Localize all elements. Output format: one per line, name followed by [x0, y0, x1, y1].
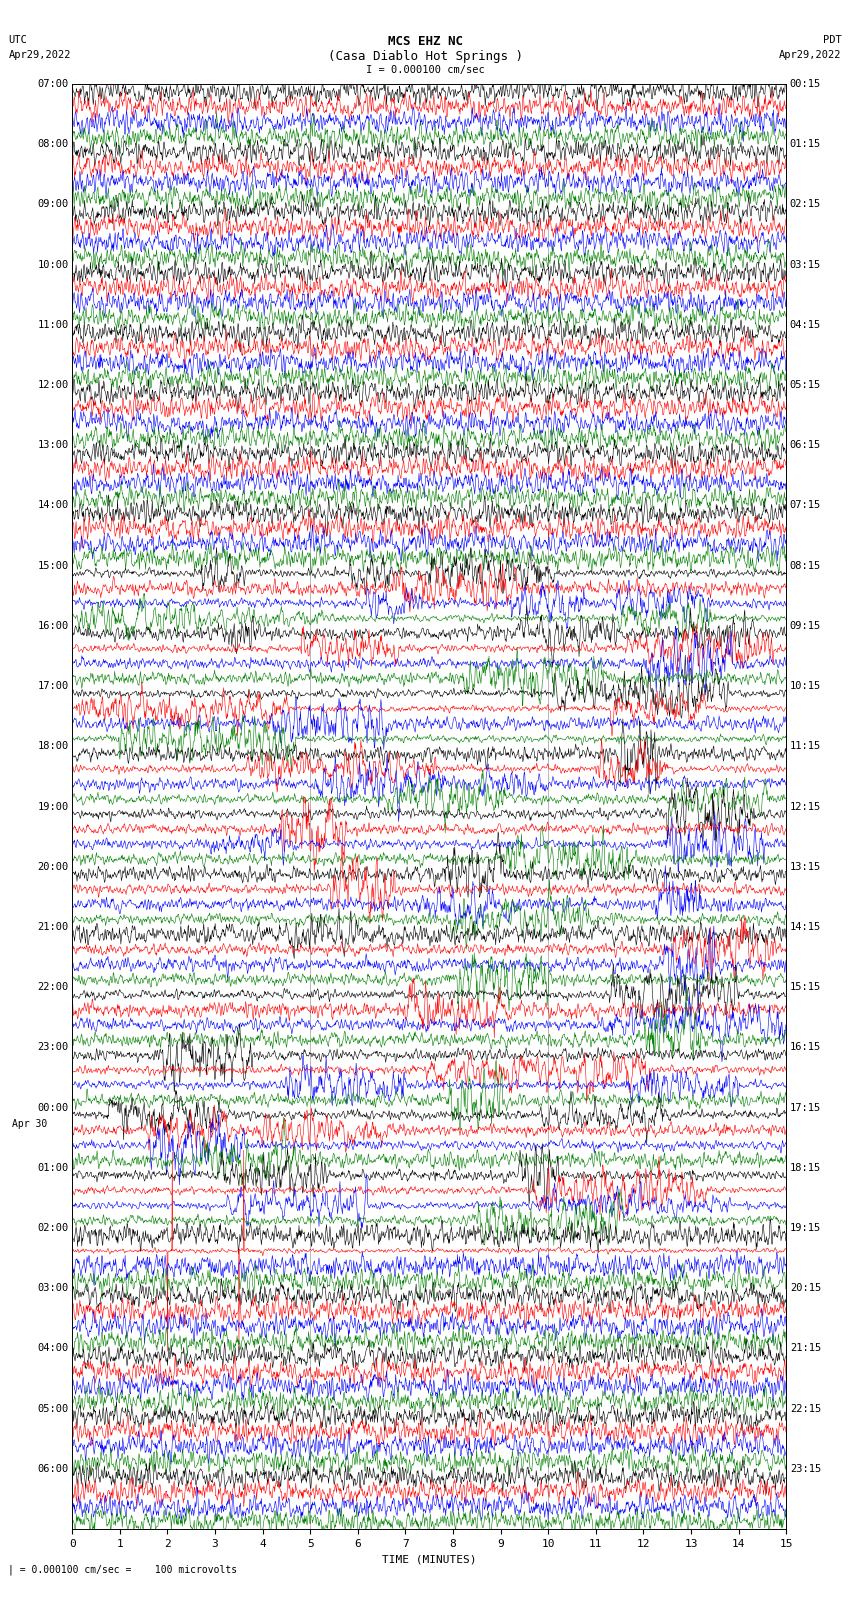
Text: 08:15: 08:15	[790, 561, 821, 571]
Text: Apr29,2022: Apr29,2022	[779, 50, 842, 60]
Text: 00:15: 00:15	[790, 79, 821, 89]
Text: | = 0.000100 cm/sec =    100 microvolts: | = 0.000100 cm/sec = 100 microvolts	[8, 1565, 238, 1576]
Text: 06:00: 06:00	[37, 1465, 69, 1474]
Text: 17:00: 17:00	[37, 681, 69, 690]
Text: 15:15: 15:15	[790, 982, 821, 992]
Text: 18:15: 18:15	[790, 1163, 821, 1173]
Text: 15:00: 15:00	[37, 561, 69, 571]
Text: 10:00: 10:00	[37, 260, 69, 269]
Text: 02:00: 02:00	[37, 1223, 69, 1232]
Text: 13:15: 13:15	[790, 861, 821, 871]
Text: 12:00: 12:00	[37, 381, 69, 390]
Text: 00:00: 00:00	[37, 1103, 69, 1113]
Text: 14:15: 14:15	[790, 923, 821, 932]
X-axis label: TIME (MINUTES): TIME (MINUTES)	[382, 1555, 477, 1565]
Text: 09:00: 09:00	[37, 200, 69, 210]
Text: PDT: PDT	[823, 35, 842, 45]
Text: 02:15: 02:15	[790, 200, 821, 210]
Text: 06:15: 06:15	[790, 440, 821, 450]
Text: 08:00: 08:00	[37, 139, 69, 148]
Text: 05:15: 05:15	[790, 381, 821, 390]
Text: 11:00: 11:00	[37, 319, 69, 329]
Text: 13:00: 13:00	[37, 440, 69, 450]
Text: 14:00: 14:00	[37, 500, 69, 510]
Text: UTC: UTC	[8, 35, 27, 45]
Text: 20:15: 20:15	[790, 1284, 821, 1294]
Text: 16:00: 16:00	[37, 621, 69, 631]
Text: 04:15: 04:15	[790, 319, 821, 329]
Text: MCS EHZ NC: MCS EHZ NC	[388, 35, 462, 48]
Text: 07:15: 07:15	[790, 500, 821, 510]
Text: 20:00: 20:00	[37, 861, 69, 871]
Text: 01:15: 01:15	[790, 139, 821, 148]
Text: 19:15: 19:15	[790, 1223, 821, 1232]
Text: Apr29,2022: Apr29,2022	[8, 50, 71, 60]
Text: 22:00: 22:00	[37, 982, 69, 992]
Text: I = 0.000100 cm/sec: I = 0.000100 cm/sec	[366, 65, 484, 74]
Text: 12:15: 12:15	[790, 802, 821, 811]
Text: 03:15: 03:15	[790, 260, 821, 269]
Text: 21:00: 21:00	[37, 923, 69, 932]
Text: 11:15: 11:15	[790, 742, 821, 752]
Text: 17:15: 17:15	[790, 1103, 821, 1113]
Text: 18:00: 18:00	[37, 742, 69, 752]
Text: 22:15: 22:15	[790, 1403, 821, 1413]
Text: (Casa Diablo Hot Springs ): (Casa Diablo Hot Springs )	[327, 50, 523, 63]
Text: 16:15: 16:15	[790, 1042, 821, 1052]
Text: 19:00: 19:00	[37, 802, 69, 811]
Text: 01:00: 01:00	[37, 1163, 69, 1173]
Text: 04:00: 04:00	[37, 1344, 69, 1353]
Text: Apr 30: Apr 30	[12, 1119, 47, 1129]
Text: 07:00: 07:00	[37, 79, 69, 89]
Text: 09:15: 09:15	[790, 621, 821, 631]
Text: 23:15: 23:15	[790, 1465, 821, 1474]
Text: 23:00: 23:00	[37, 1042, 69, 1052]
Text: 10:15: 10:15	[790, 681, 821, 690]
Text: 03:00: 03:00	[37, 1284, 69, 1294]
Text: 21:15: 21:15	[790, 1344, 821, 1353]
Text: 05:00: 05:00	[37, 1403, 69, 1413]
